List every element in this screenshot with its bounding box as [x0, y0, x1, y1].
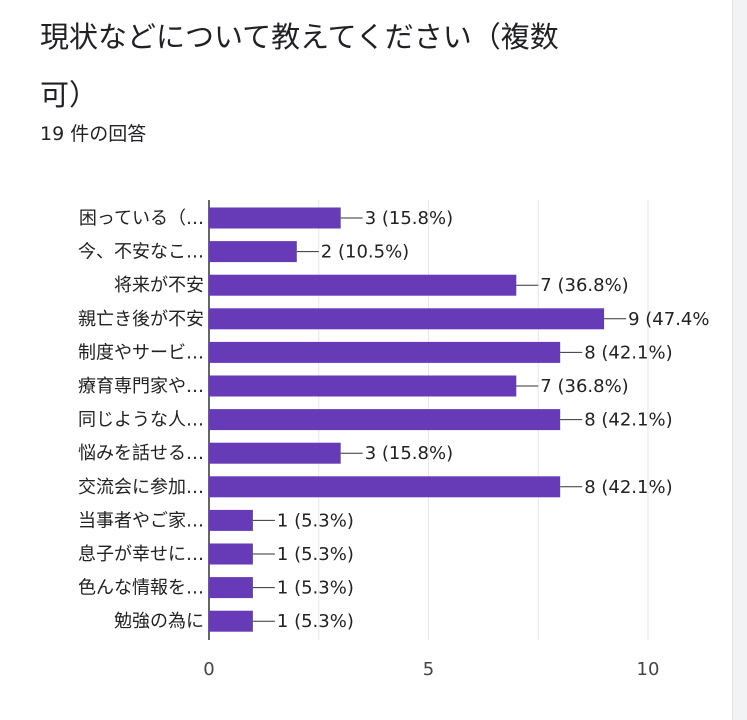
category-label: 今、不安なこ… [78, 242, 204, 263]
bar [209, 241, 297, 263]
bar [209, 476, 561, 498]
category-label: 同じような人… [78, 410, 204, 431]
bar [209, 610, 253, 632]
category-label: 息子が幸せに… [78, 544, 204, 565]
bar [209, 442, 341, 464]
category-label: 交流会に参加… [78, 477, 204, 498]
bar [209, 308, 605, 330]
data-label: 9 (47.4% [628, 309, 709, 330]
bar [209, 207, 341, 229]
bar [209, 409, 561, 431]
data-label: 8 (42.1%) [584, 342, 672, 363]
bar [209, 543, 253, 565]
bar [209, 341, 561, 363]
x-tick-label: 0 [203, 659, 214, 680]
bar [209, 577, 253, 599]
category-label: 勉強の為に [114, 611, 204, 632]
data-label: 3 (15.8%) [365, 208, 453, 229]
category-label: 将来が不安 [114, 275, 204, 296]
category-label: 当事者やご家… [78, 510, 204, 531]
data-label: 8 (42.1%) [584, 410, 672, 431]
bar [209, 509, 253, 531]
data-label: 1 (5.3%) [277, 544, 354, 565]
data-label: 8 (42.1%) [584, 477, 672, 498]
category-label: 療育専門家や… [78, 376, 204, 397]
bar [209, 274, 517, 296]
category-label: 色んな情報を… [78, 578, 204, 599]
x-tick-label: 10 [637, 659, 660, 680]
data-label: 1 (5.3%) [277, 510, 354, 531]
x-tick-label: 5 [423, 659, 434, 680]
category-label: 制度やサービ… [78, 342, 204, 363]
response-count: 19 件の回答 [40, 123, 147, 145]
data-label: 7 (36.8%) [540, 376, 628, 397]
data-label: 3 (15.8%) [365, 443, 453, 464]
question-title: 現状などについて教えてください（複数可） [40, 20, 559, 112]
category-label: 悩みを話せる… [78, 443, 204, 464]
data-label: 7 (36.8%) [540, 275, 628, 296]
data-label: 1 (5.3%) [277, 578, 354, 599]
right-edge-strip [732, 0, 747, 720]
bar [209, 375, 517, 397]
data-label: 2 (10.5%) [321, 242, 409, 263]
category-label: 親亡き後が不安 [78, 309, 204, 330]
category-label: 困っている（… [79, 208, 204, 229]
data-label: 1 (5.3%) [277, 611, 354, 632]
